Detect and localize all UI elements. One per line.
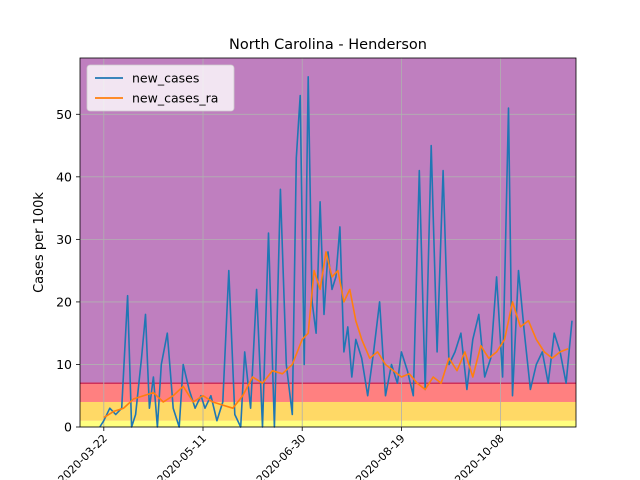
y-tick-label: 30 — [56, 232, 72, 247]
x-axis: 2020-03-22 2020-05-11 2020-06-30 2020-08-19… — [56, 427, 507, 480]
y-tick-label: 40 — [56, 169, 72, 184]
band-0 — [80, 420, 576, 427]
y-tick-label: 20 — [56, 294, 72, 309]
legend-label-new_cases: new_cases — [132, 71, 199, 86]
y-tick-label: 50 — [56, 107, 72, 122]
y-axis-label: Cases per 100k — [32, 192, 47, 293]
x-tick-label: 2020-05-11 — [155, 432, 209, 480]
y-tick-label: 0 — [64, 420, 72, 435]
x-tick-label: 2020-10-08 — [452, 432, 506, 480]
x-tick-label: 2020-08-19 — [353, 432, 407, 480]
legend-label-new_cases_ra: new_cases_ra — [132, 91, 218, 106]
band-1 — [80, 401, 576, 421]
x-tick-label: 2020-03-22 — [56, 432, 110, 480]
band-2 — [80, 383, 576, 402]
legend: new_cases new_cases_ra — [86, 64, 235, 112]
series-line-new_cases_ra — [103, 251, 569, 419]
y-tick-label: 10 — [56, 357, 72, 372]
series-lines — [99, 76, 573, 428]
plot-frame — [79, 57, 577, 428]
x-tick-label: 2020-06-30 — [254, 432, 308, 480]
chart-title: North Carolina - Henderson — [229, 37, 427, 53]
grid-lines — [80, 58, 576, 428]
y-axis: 0 10 20 30 40 50 — [56, 107, 80, 435]
legend-box — [86, 64, 235, 112]
